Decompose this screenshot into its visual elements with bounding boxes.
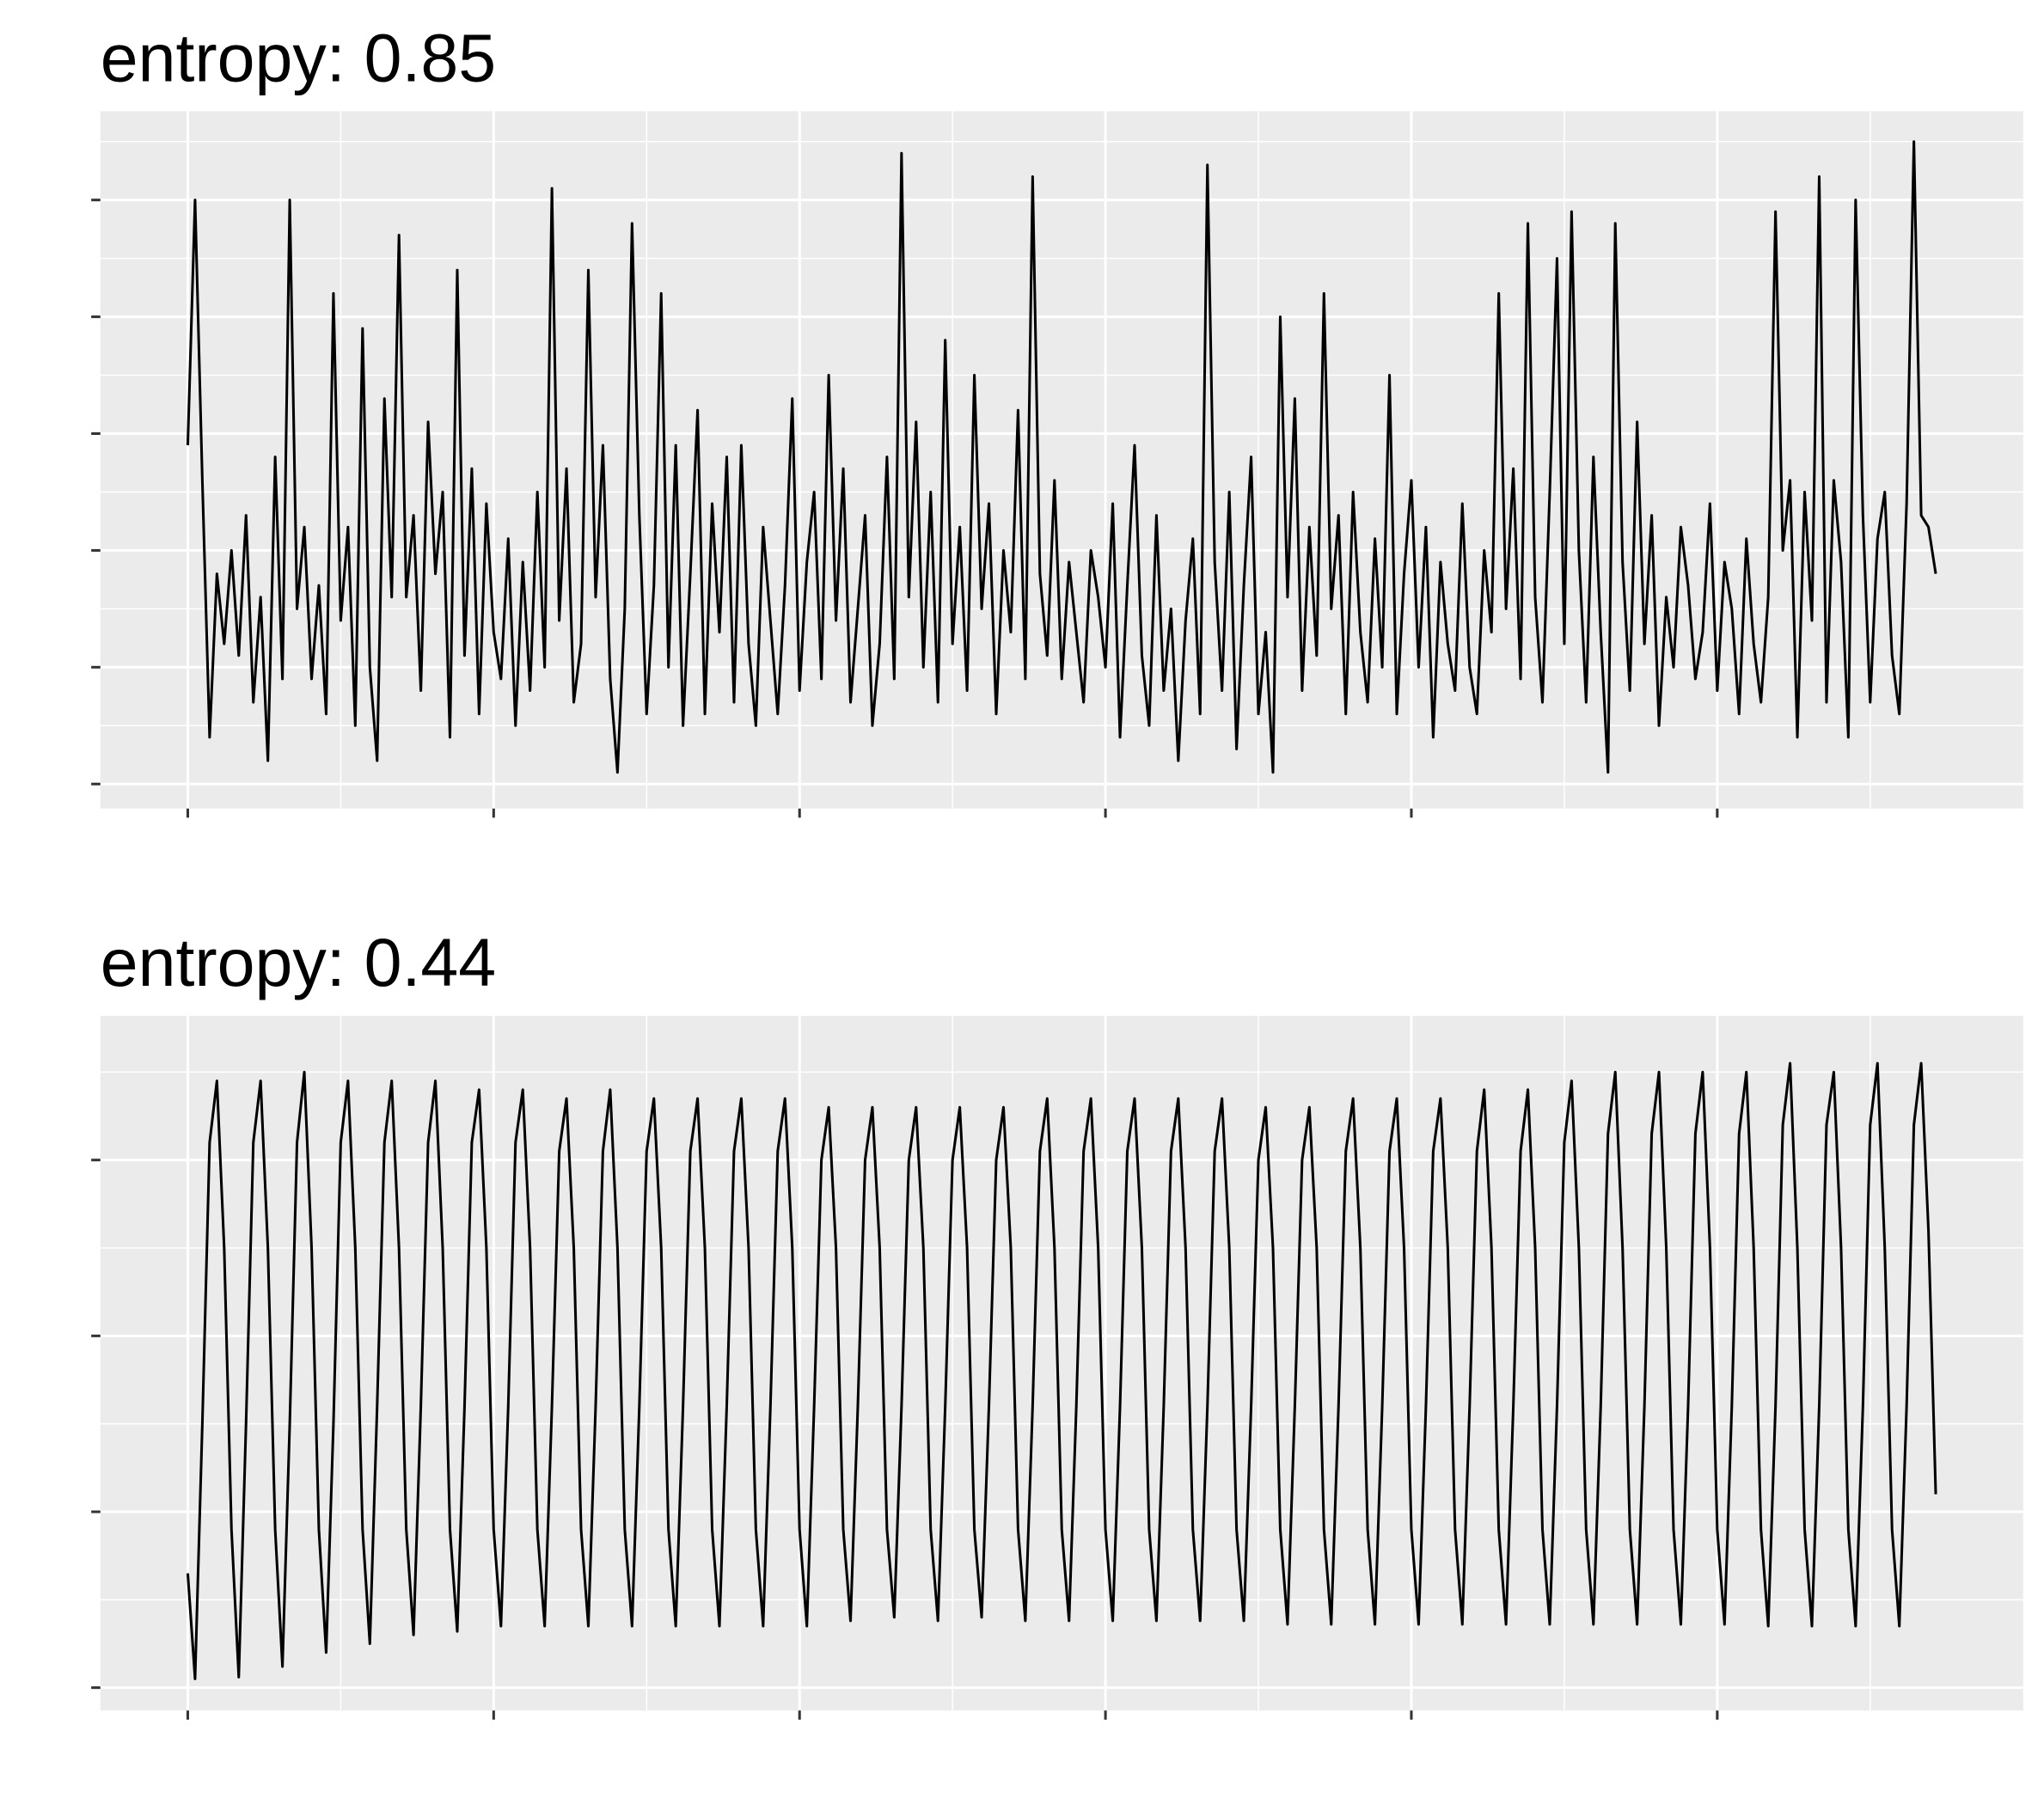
chart-title: entropy: 0.44 (101, 925, 496, 1000)
plot-panel (100, 1015, 2023, 1711)
chart-title: entropy: 0.85 (101, 21, 496, 96)
plot-panel (100, 111, 2023, 809)
data-line (186, 1061, 1937, 1680)
data-line (186, 140, 1937, 774)
